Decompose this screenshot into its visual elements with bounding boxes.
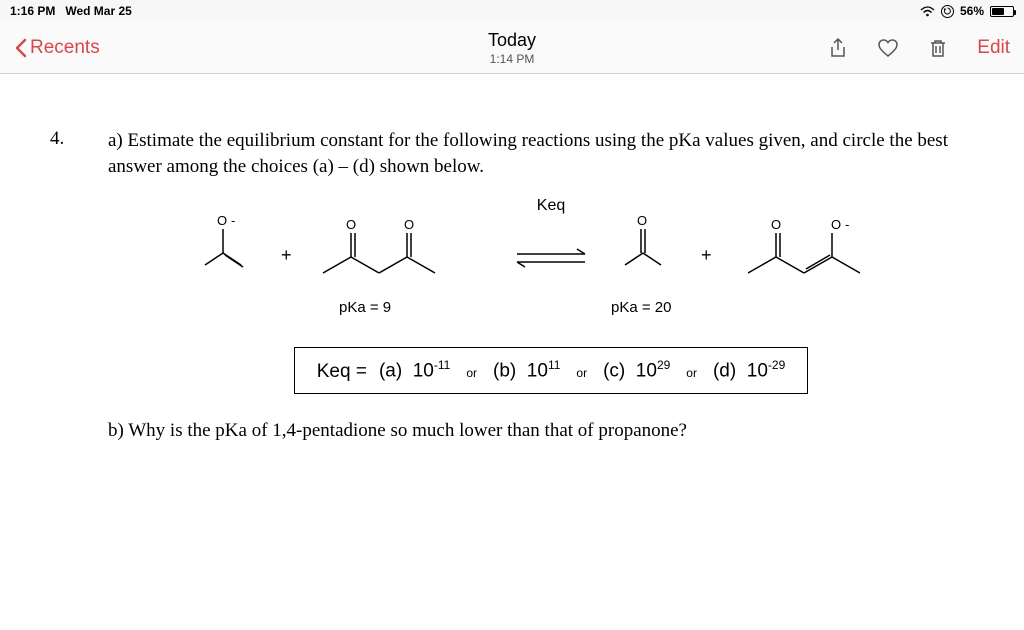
back-label: Recents	[30, 37, 100, 59]
wifi-icon	[920, 6, 935, 17]
svg-text:O: O	[771, 217, 781, 232]
or-3: or	[682, 366, 701, 380]
svg-text:O: O	[346, 217, 356, 232]
choice-b: (b) 1011	[493, 358, 560, 382]
choice-a: (a) 10-11	[379, 358, 450, 382]
chevron-left-icon	[14, 38, 28, 58]
svg-text:O: O	[637, 213, 647, 228]
back-button[interactable]: Recents	[14, 37, 100, 59]
favorite-button[interactable]	[877, 37, 899, 59]
or-2: or	[572, 366, 591, 380]
part-a-text: a) Estimate the equilibrium constant for…	[108, 128, 988, 179]
battery-icon	[990, 6, 1014, 17]
pka-left-label: pKa = 9	[339, 299, 391, 316]
choice-d: (d) 10-29	[713, 358, 785, 382]
part-b-text: b) Why is the pKa of 1,4-pentadione so m…	[108, 420, 994, 442]
molecule-product-1: O	[611, 215, 681, 281]
status-time: 1:16 PM	[10, 4, 55, 18]
answer-choices-box: Keq = (a) 10-11 or (b) 1011 or (c) 1029 …	[294, 347, 809, 393]
note-content: 4. a) Estimate the equilibrium constant …	[0, 74, 1024, 442]
equilibrium-arrow-icon	[511, 245, 591, 277]
plus-right: +	[701, 245, 712, 266]
or-1: or	[462, 366, 481, 380]
share-icon	[827, 37, 849, 59]
status-bar: 1:16 PM Wed Mar 25 56%	[0, 0, 1024, 22]
battery-percent: 56%	[960, 4, 984, 18]
reaction-diagram: Keq O - +	[181, 197, 921, 327]
pka-right-label: pKa = 20	[611, 299, 671, 316]
orientation-lock-icon	[941, 5, 954, 18]
nav-bar: Recents Today 1:14 PM Edit	[0, 22, 1024, 74]
answer-prefix: Keq =	[317, 361, 367, 383]
share-button[interactable]	[827, 37, 849, 59]
status-date: Wed Mar 25	[65, 4, 131, 18]
choice-c: (c) 1029	[603, 358, 670, 382]
problem-number: 4.	[50, 128, 80, 442]
molecule-reactant-2: O O	[311, 217, 451, 298]
svg-text:-: -	[845, 217, 849, 232]
svg-text:O: O	[404, 217, 414, 232]
trash-icon	[927, 37, 949, 59]
svg-text:-: -	[231, 213, 235, 228]
edit-button[interactable]: Edit	[977, 37, 1010, 59]
plus-left: +	[281, 245, 292, 266]
page-title: Today	[488, 30, 536, 51]
heart-icon	[877, 37, 899, 59]
svg-text:O: O	[217, 213, 227, 228]
svg-text:O: O	[831, 217, 841, 232]
molecule-reactant-1: O -	[191, 215, 261, 281]
page-subtitle: 1:14 PM	[488, 52, 536, 66]
keq-label: Keq	[537, 197, 565, 215]
molecule-product-2: O O -	[736, 217, 886, 298]
delete-button[interactable]	[927, 37, 949, 59]
